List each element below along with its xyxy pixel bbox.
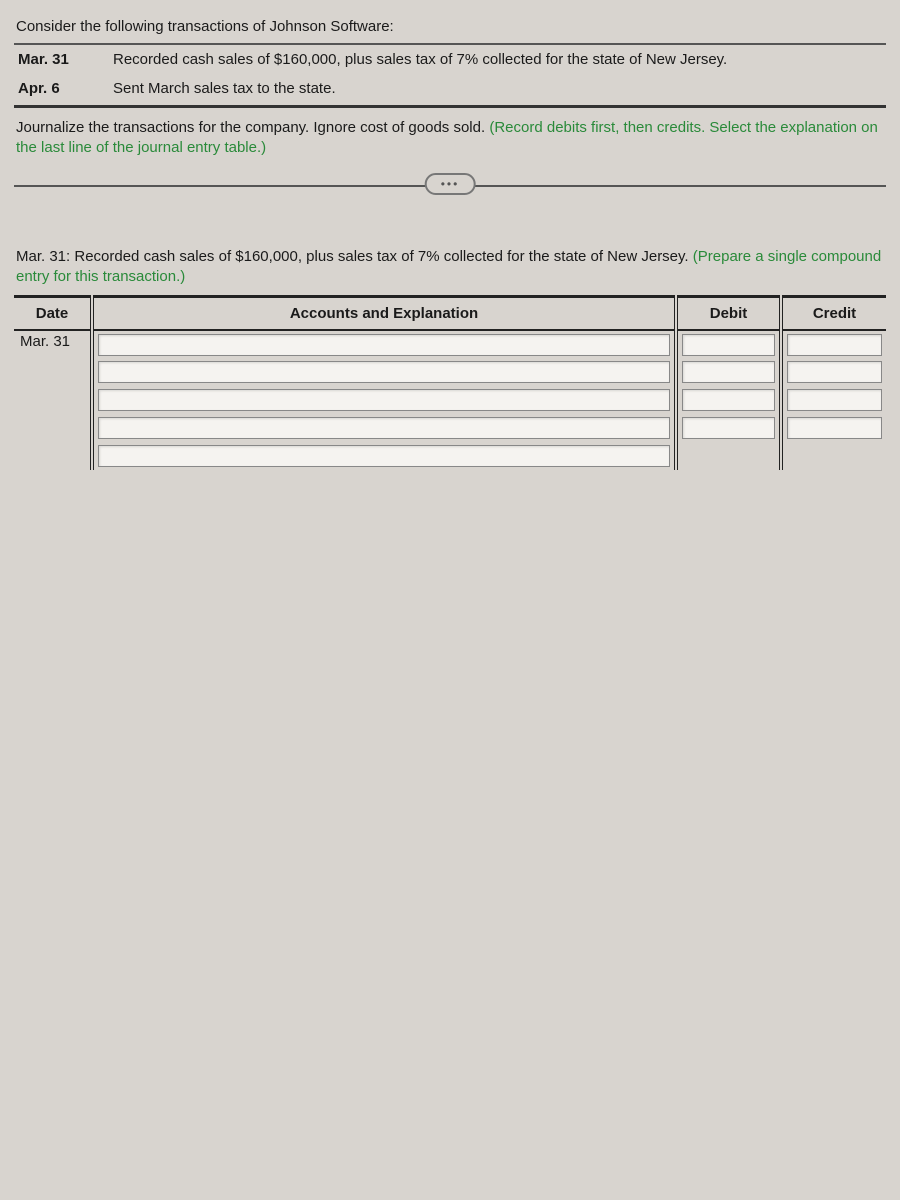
- account-input[interactable]: [98, 361, 670, 383]
- transactions-table: Mar. 31Recorded cash sales of $160,000, …: [14, 43, 886, 103]
- row-date: [14, 358, 92, 386]
- account-input[interactable]: [98, 334, 670, 356]
- table-row: [14, 358, 886, 386]
- row-date: [14, 414, 92, 442]
- credit-input[interactable]: [787, 389, 882, 411]
- instruction-main: Journalize the transactions for the comp…: [16, 119, 489, 136]
- credit-input[interactable]: [787, 361, 882, 383]
- table-row: [14, 386, 886, 414]
- account-input[interactable]: [98, 417, 670, 439]
- journal-entry-table: Date Accounts and Explanation Debit Cred…: [14, 295, 886, 470]
- header-date: Date: [14, 297, 92, 331]
- credit-input[interactable]: [787, 417, 882, 439]
- debit-input[interactable]: [682, 361, 775, 383]
- instruction: Journalize the transactions for the comp…: [14, 108, 886, 173]
- intro-text: Consider the following transactions of J…: [14, 14, 886, 41]
- row-date: [14, 442, 92, 470]
- entry-prompt: Mar. 31: Recorded cash sales of $160,000…: [14, 243, 886, 294]
- row-date: Mar. 31: [14, 330, 92, 358]
- transaction-text: Sent March sales tax to the state.: [109, 74, 886, 103]
- transaction-date: Apr. 6: [14, 74, 109, 103]
- table-row: [14, 442, 886, 470]
- header-accounts: Accounts and Explanation: [92, 297, 676, 331]
- header-credit: Credit: [781, 297, 886, 331]
- account-input[interactable]: [98, 389, 670, 411]
- debit-input[interactable]: [682, 334, 775, 356]
- transaction-text: Recorded cash sales of $160,000, plus sa…: [109, 44, 886, 74]
- section-divider: •••: [14, 173, 886, 199]
- transaction-date: Mar. 31: [14, 44, 109, 74]
- empty-space: [14, 470, 886, 1150]
- row-date: [14, 386, 92, 414]
- ellipsis-button[interactable]: •••: [425, 173, 476, 196]
- account-input[interactable]: [98, 445, 670, 467]
- header-debit: Debit: [676, 297, 781, 331]
- table-row: Mar. 31: [14, 330, 886, 358]
- debit-input[interactable]: [682, 389, 775, 411]
- prompt-main: Mar. 31: Recorded cash sales of $160,000…: [16, 248, 693, 265]
- table-row: [14, 414, 886, 442]
- credit-input[interactable]: [787, 334, 882, 356]
- debit-input[interactable]: [682, 417, 775, 439]
